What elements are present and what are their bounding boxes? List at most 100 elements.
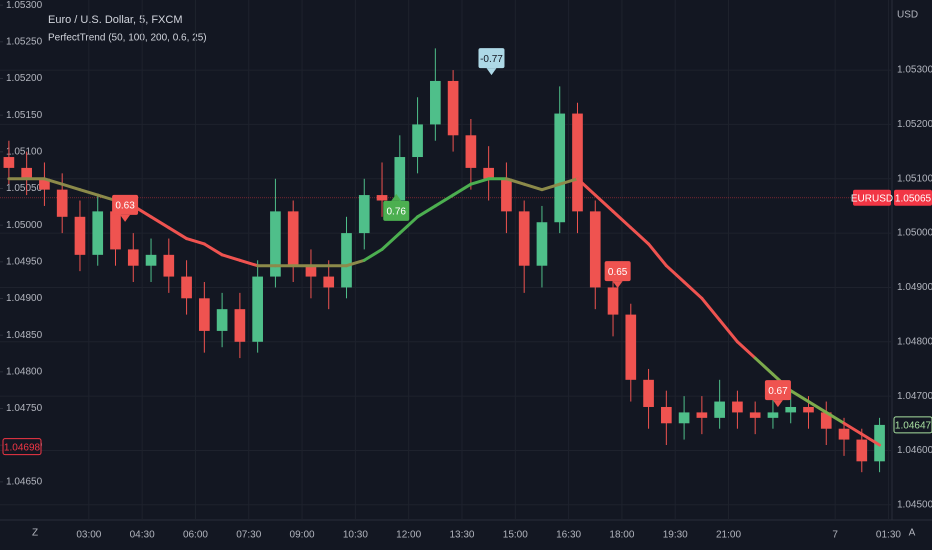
candle-body	[358, 195, 370, 234]
candle-body	[181, 276, 192, 299]
symbol-tag: EURUSD	[851, 193, 893, 204]
y2-tick-label: 1.04950	[6, 256, 43, 267]
signal-pointer	[772, 400, 783, 408]
candle-body	[661, 406, 672, 424]
trend-line-segment	[575, 177, 597, 197]
candle-body	[305, 265, 317, 277]
candle-body	[483, 167, 494, 179]
candle-body	[803, 406, 814, 413]
price-line-tag-text: 1.05065	[895, 193, 932, 204]
candle-body	[216, 309, 228, 331]
trend-line-segment	[540, 182, 562, 192]
candle-body	[323, 276, 335, 288]
y2-tick-label: 1.04800	[6, 366, 43, 377]
candle-body	[145, 254, 157, 266]
signal-pointer	[391, 193, 402, 201]
y2-tick-label: 1.04650	[6, 477, 43, 488]
candle-body	[714, 401, 725, 418]
candle-body	[394, 157, 406, 201]
candle-body	[607, 287, 619, 315]
candle-body	[234, 309, 246, 342]
signal-pointer	[120, 214, 131, 222]
y2-tick-label: 1.05000	[6, 220, 43, 231]
candle-body	[856, 439, 868, 462]
trend-line-segment	[185, 237, 206, 246]
trend-line-segment	[647, 242, 668, 268]
y-tick-label: 1.05200	[897, 119, 932, 130]
signal-box	[383, 200, 410, 221]
x-tick-label: 04:30	[130, 530, 155, 541]
trend-line-segment	[682, 280, 704, 300]
candle-body	[536, 222, 548, 266]
trend-line-segment	[238, 258, 260, 268]
x-tick-label: 21:00	[716, 530, 741, 541]
indicator-label: PerfectTrend (50, 100, 200, 0.6, 25)	[48, 33, 207, 44]
zoom-button[interactable]: Z	[32, 528, 38, 539]
price-line-tag-box	[894, 189, 932, 206]
trend-line-segment	[469, 177, 491, 186]
signal-box	[764, 380, 791, 401]
trend-line-segment	[806, 400, 828, 414]
trend-line-segment	[522, 182, 544, 192]
trend-line-segment	[149, 215, 171, 230]
trend-line-segment	[558, 177, 579, 186]
chart-title: Euro / U.S. Dollar, 5, FXCM	[48, 14, 182, 26]
candle-body	[625, 314, 637, 380]
candle-body	[554, 113, 566, 223]
x-tick-label: 07:30	[236, 530, 261, 541]
candle-body	[732, 401, 743, 413]
candle-body	[127, 249, 139, 266]
candle-body	[110, 211, 121, 250]
signal-box	[112, 194, 139, 215]
candle-body	[838, 428, 850, 440]
y2-tick-label: 1.05050	[6, 183, 43, 194]
candle-body	[465, 135, 477, 168]
candle-body	[501, 178, 512, 212]
candle-body	[589, 211, 601, 288]
y2-tick-label: 1.05100	[6, 146, 43, 157]
last-price-tag-box	[893, 416, 932, 434]
signal-pointer	[612, 281, 623, 289]
candle-body	[572, 113, 583, 212]
trend-line-segment	[753, 356, 775, 376]
trend-line-segment	[735, 340, 757, 360]
x-tick-label: 12:00	[396, 530, 421, 541]
y-tick-label: 1.04600	[897, 445, 932, 456]
y-tick-label: 1.05100	[897, 173, 932, 184]
candle-body	[447, 80, 459, 136]
trend-line-segment	[78, 188, 100, 197]
y2-tick-label: 1.05300	[6, 0, 43, 11]
signal-label: 0.76	[387, 206, 407, 217]
trend-line-segment	[664, 264, 686, 284]
candle-body	[21, 167, 32, 179]
candle-body	[92, 211, 104, 255]
candle-body	[163, 254, 175, 277]
x-tick-label: 18:00	[609, 530, 634, 541]
signal-label: 0.67	[768, 386, 788, 397]
x-tick-label: 06:00	[183, 530, 208, 541]
signal-box	[604, 261, 631, 282]
candle-body	[874, 424, 885, 462]
left-marker-tag-box	[2, 438, 42, 456]
auto-scale-button[interactable]: A	[909, 528, 916, 539]
candle-body	[74, 216, 86, 255]
trend-line-segment	[504, 177, 526, 186]
y-tick-label: 1.04500	[897, 499, 932, 510]
x-tick-label: 01:30	[876, 530, 901, 541]
trend-line-segment	[433, 193, 455, 208]
candle-body	[39, 178, 50, 190]
x-tick-label: 13:30	[449, 530, 474, 541]
signal-label: 0.63	[115, 200, 135, 211]
trend-line-segment	[202, 242, 224, 257]
candle-body	[341, 233, 352, 288]
candle-body	[678, 412, 690, 424]
y-tick-label: 1.05000	[897, 228, 932, 239]
signal-label: 0.65	[608, 267, 628, 278]
y2-tick-label: 1.04750	[6, 403, 43, 414]
y-tick-label: 1.04800	[897, 336, 932, 347]
candle-body	[199, 298, 210, 331]
y2-tick-label: 1.04850	[6, 330, 43, 341]
